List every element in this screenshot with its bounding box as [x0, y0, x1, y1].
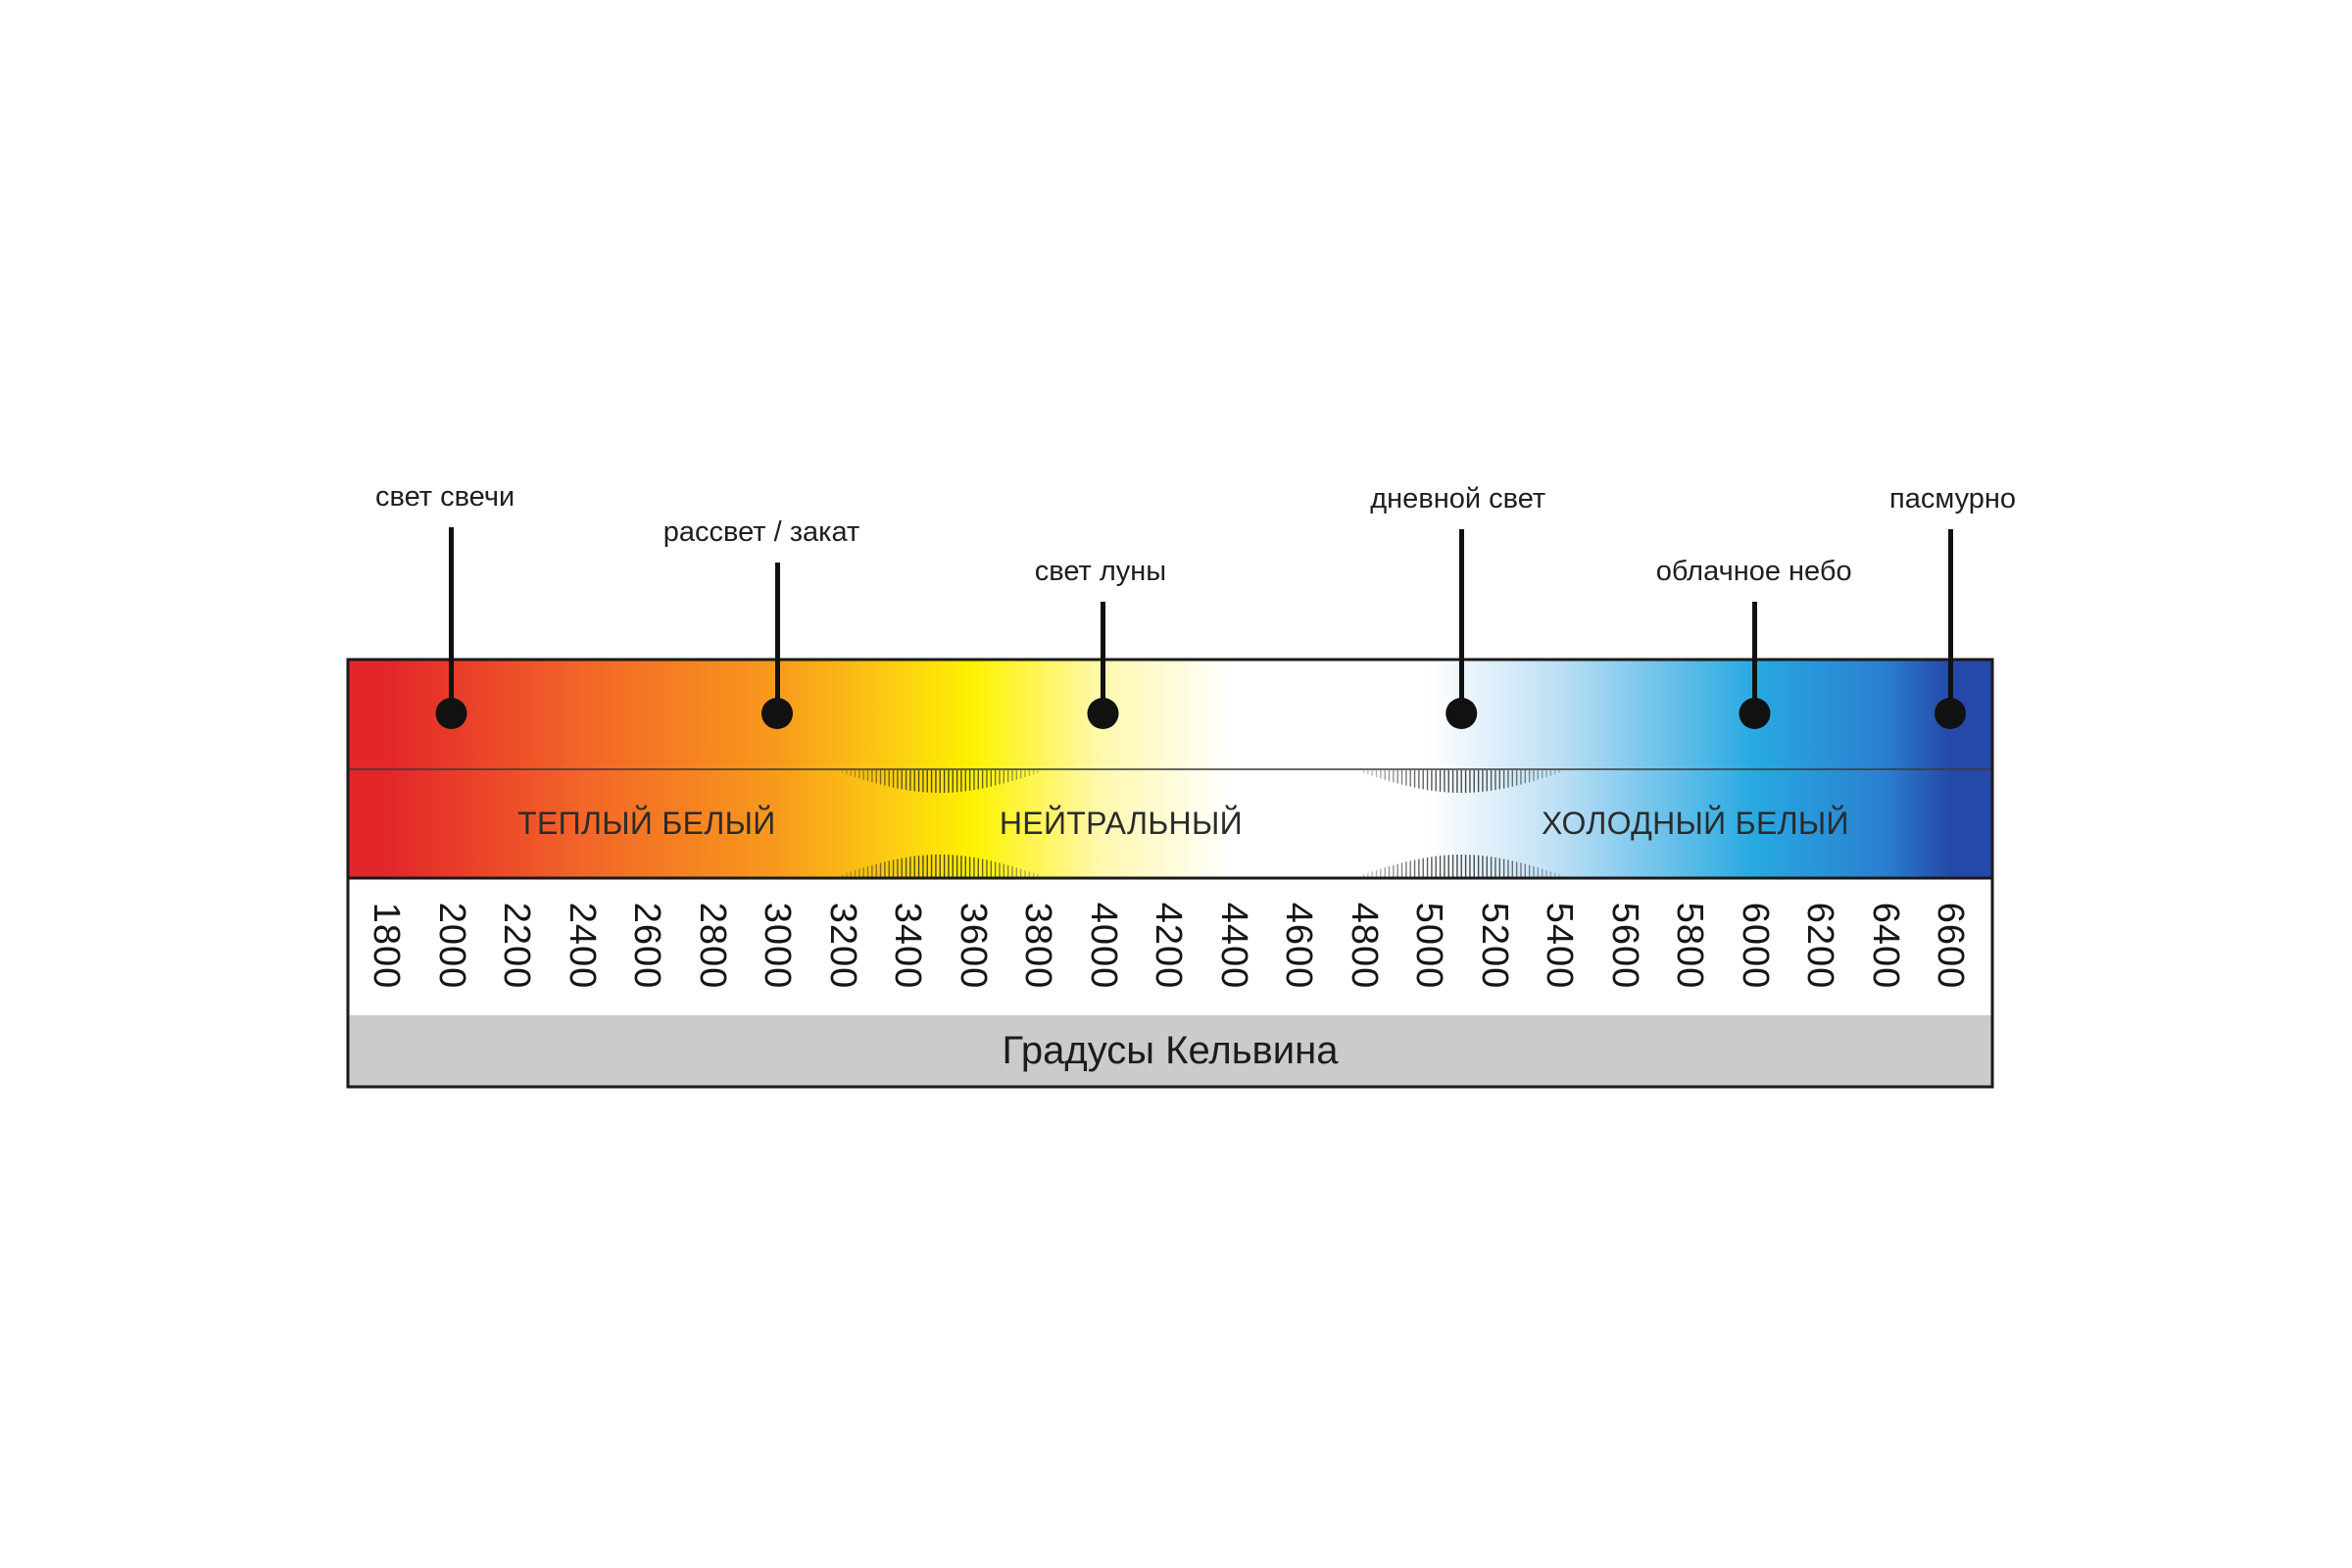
tick-label: 5800 [1669, 902, 1711, 990]
band-label: ХОЛОДНЫЙ БЕЛЫЙ [1541, 806, 1849, 841]
tick-label: 2600 [626, 902, 668, 990]
tick-label: 2800 [692, 902, 733, 990]
tick-label: 6200 [1799, 902, 1841, 990]
tick-label: 5400 [1539, 902, 1581, 990]
tick-label: 4800 [1344, 902, 1385, 990]
annotation-dot [1935, 698, 1966, 729]
annotation-stem [1947, 529, 1953, 713]
annotation-dot [1446, 698, 1478, 729]
tick-label: 4600 [1278, 902, 1320, 990]
annotation-label: свет луны [1034, 556, 1167, 587]
tick-label: 3400 [887, 902, 929, 990]
tick-label: 5200 [1474, 902, 1515, 990]
tick-label: 1800 [366, 902, 408, 990]
tick-label: 4200 [1148, 902, 1190, 990]
tick-label: 2000 [431, 902, 472, 990]
tick-label: 5600 [1604, 902, 1645, 990]
annotation-dot [761, 698, 793, 729]
tick-label: 6600 [1930, 902, 1972, 990]
annotation-dot [1087, 698, 1119, 729]
axis-title: Градусы Кельвина [1002, 1028, 1339, 1072]
tick-label: 6000 [1735, 902, 1776, 990]
tick-scale-area [349, 878, 1991, 1015]
annotation-stem [449, 527, 454, 713]
diagram-frame [346, 658, 1994, 1089]
annotation-label: облачное небо [1655, 556, 1852, 587]
annotation-label: свет свечи [375, 481, 515, 513]
annotation-dot [1739, 698, 1771, 729]
annotation-label: рассвет / закат [662, 516, 860, 548]
tick-label: 2400 [562, 902, 603, 990]
annotation-dots [435, 698, 1966, 729]
tick-label: 4000 [1083, 902, 1124, 990]
band-label: НЕЙТРАЛЬНЫЙ [999, 806, 1243, 841]
tick-label: 3000 [757, 902, 799, 990]
annotation-stem [1458, 529, 1464, 713]
annotation-dot [435, 698, 467, 729]
tick-label: 2200 [496, 902, 538, 990]
tick-label: 5000 [1408, 902, 1450, 990]
tick-label: 3200 [822, 902, 863, 990]
tick-label: 3800 [1017, 902, 1059, 990]
annotation-stem [1752, 602, 1757, 713]
annotation-label: дневной свет [1370, 483, 1546, 514]
annotation-label: пасмурно [1889, 483, 2017, 514]
annotation-stem [1101, 602, 1105, 713]
band-label: ТЕПЛЫЙ БЕЛЫЙ [517, 806, 776, 841]
tick-label: 4400 [1213, 902, 1254, 990]
annotation-stem [774, 563, 780, 713]
tick-label: 3600 [953, 902, 994, 990]
transition-tick-marks [841, 770, 1560, 877]
footer-band [349, 1015, 1991, 1086]
tick-label: 6400 [1865, 902, 1906, 990]
